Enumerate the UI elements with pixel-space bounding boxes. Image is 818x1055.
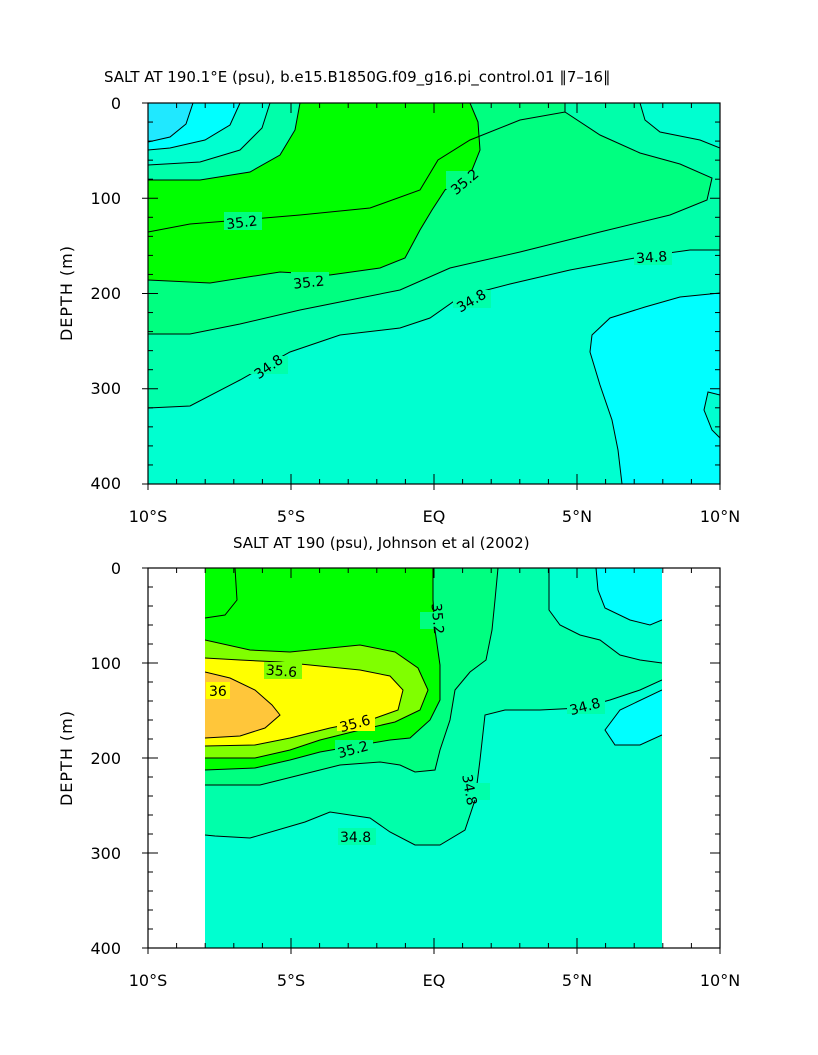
- clabel: 35.2: [225, 213, 258, 233]
- contour-e-patch: [703, 391, 720, 439]
- ytick-label: 100: [90, 654, 121, 673]
- clabel: 35.2: [336, 739, 370, 763]
- contour-36.0: [205, 671, 281, 739]
- clabel: 34.8: [568, 696, 602, 720]
- contour-35.4: [205, 568, 441, 771]
- contour-35.4: [148, 103, 481, 284]
- contour-sw-4: [148, 103, 194, 143]
- ytick-label: 300: [90, 844, 121, 863]
- contour-35.6: [205, 639, 429, 759]
- clabel: 35.2: [292, 274, 325, 293]
- clabel: 35.6: [265, 663, 298, 682]
- clabel: 36: [209, 684, 227, 700]
- fill-sw-min: [148, 103, 193, 142]
- clabel: 34.8: [458, 773, 479, 806]
- panel1-title: SALT AT 190.1°E (psu), b.e15.B1850G.f09_…: [104, 68, 611, 87]
- panel-model: SALT AT 190.1°E (psu), b.e15.B1850G.f09_…: [57, 68, 740, 526]
- xtick-label: 5°N: [562, 971, 592, 990]
- panel2-ylabel: DEPTH (m): [57, 710, 76, 806]
- panel1-xticklabels: 10°S 5°S EQ 5°N 10°N: [129, 507, 740, 526]
- contour-sw-1: [148, 103, 301, 181]
- ytick-label: 0: [111, 94, 121, 113]
- panel1-fill: [148, 103, 720, 484]
- panel-johnson: SALT AT 190 (psu), Johnson et al (2002): [57, 534, 740, 990]
- xtick-label: EQ: [423, 971, 446, 990]
- xtick-label: 10°S: [129, 507, 168, 526]
- xtick-label: 5°N: [562, 507, 592, 526]
- xtick-label: 10°S: [129, 971, 168, 990]
- fill-ne-fresh: [596, 568, 662, 625]
- xtick-label: 5°S: [277, 971, 305, 990]
- contour-ne-2: [595, 568, 662, 626]
- panel1-yticklabels: 0 100 200 300 400: [90, 94, 121, 493]
- fill-e-fresh: [605, 690, 662, 745]
- panel2-contour-labels: 35.6 36 35.6 35.2 35.2 34.8 34.8 34.8: [206, 603, 605, 846]
- contour-ne-1: [548, 568, 662, 664]
- ytick-label: 400: [90, 474, 121, 493]
- clabel: 35.2: [428, 603, 447, 635]
- contour-35.2-outer: [148, 111, 713, 335]
- clabel: 34.8: [636, 249, 668, 267]
- xtick-label: 10°N: [700, 507, 740, 526]
- ytick-label: 0: [111, 559, 121, 578]
- contour-sw-3: [148, 103, 241, 151]
- ytick-label: 200: [90, 749, 121, 768]
- panel1-ticks: [142, 102, 721, 490]
- fill-fresh-deep: [590, 293, 720, 484]
- panel2-title: SALT AT 190 (psu), Johnson et al (2002): [233, 534, 530, 552]
- panel2-yticklabels: 0 100 200 300 400: [90, 559, 121, 958]
- contour-e-fresh: [604, 689, 662, 746]
- fill-ne-34.8: [640, 103, 720, 148]
- panel2-ticks: [142, 567, 721, 954]
- contour-w-surface: [205, 568, 238, 619]
- ytick-label: 400: [90, 939, 121, 958]
- contour-sw-2: [148, 103, 271, 166]
- xtick-label: EQ: [423, 507, 446, 526]
- panel2-xticklabels: 10°S 5°S EQ 5°N 10°N: [129, 971, 740, 990]
- ytick-label: 100: [90, 189, 121, 208]
- xtick-label: 5°S: [277, 507, 305, 526]
- ytick-label: 300: [90, 379, 121, 398]
- xtick-label: 10°N: [700, 971, 740, 990]
- panel1-ylabel: DEPTH (m): [57, 245, 76, 341]
- contour-35.2: [205, 568, 499, 786]
- contour-34.8-deep: [589, 292, 720, 484]
- clabel: 34.8: [340, 830, 371, 846]
- ytick-label: 200: [90, 284, 121, 303]
- clabel: 35.6: [338, 713, 372, 737]
- contour-ne: [639, 103, 720, 149]
